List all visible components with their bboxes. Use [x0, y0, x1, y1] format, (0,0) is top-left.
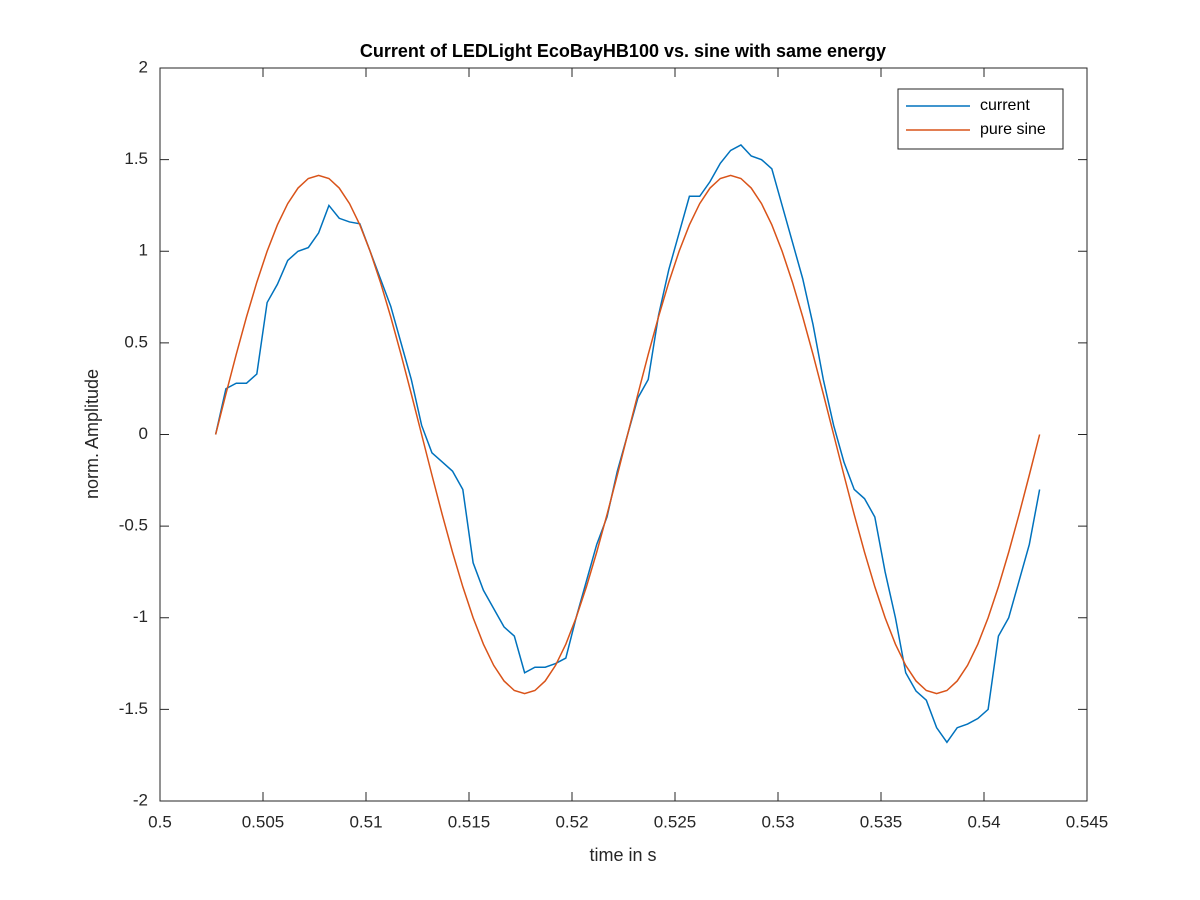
- legend-box: [897, 88, 1064, 150]
- series-line: [214, 174, 1041, 695]
- y-axis-label: norm. Amplitude: [82, 369, 102, 499]
- y-tick-label: 0: [139, 424, 148, 443]
- y-tick-label: 2: [139, 57, 148, 76]
- chart-title: Current of LEDLight EcoBayHB100 vs. sine…: [360, 41, 886, 61]
- x-tick-label: 0.515: [448, 812, 491, 831]
- x-tick-label: 0.545: [1066, 812, 1109, 831]
- x-tick-label: 0.525: [654, 812, 697, 831]
- x-tick-label: 0.53: [761, 812, 794, 831]
- legend-label: pure sine: [980, 121, 1046, 138]
- x-tick-label: 0.54: [967, 812, 1000, 831]
- x-tick-label: 0.535: [860, 812, 903, 831]
- y-tick-label: 1: [139, 241, 148, 260]
- x-tick-label: 0.505: [242, 812, 285, 831]
- y-tick-label: -2: [133, 790, 148, 809]
- y-tick-label: 0.5: [124, 332, 148, 351]
- y-tick-label: -1.5: [119, 699, 148, 718]
- y-tick-label: 1.5: [124, 149, 148, 168]
- x-tick-label: 0.5: [148, 812, 172, 831]
- x-axis-label: time in s: [589, 845, 656, 865]
- y-tick-label: -1: [133, 607, 148, 626]
- y-tick-label: -0.5: [119, 516, 148, 535]
- x-tick-label: 0.51: [349, 812, 382, 831]
- x-tick-label: 0.52: [555, 812, 588, 831]
- legend-label: current: [980, 97, 1030, 114]
